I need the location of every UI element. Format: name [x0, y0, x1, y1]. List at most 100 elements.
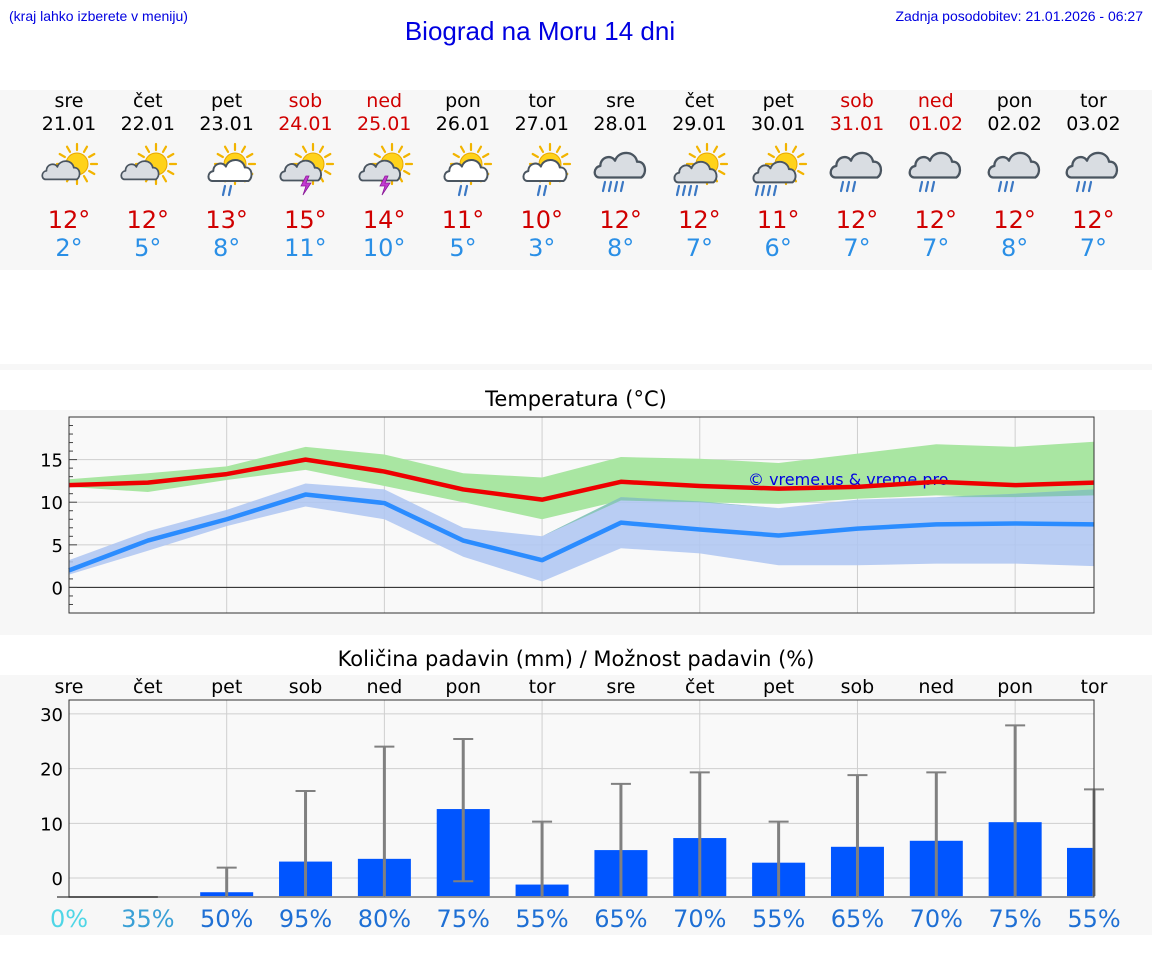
day-label: ned [918, 676, 954, 698]
day-label: tor [1081, 676, 1108, 698]
sun-cloud-thunder-icon [279, 142, 335, 196]
precip-probability: 80% [358, 905, 411, 933]
day-label: pet [763, 676, 794, 698]
day-date: 26.01 [435, 113, 491, 135]
day-min-temp: 5° [449, 234, 477, 262]
day-min-temp: 6° [764, 234, 792, 262]
day-column: tor 27.01 10° 3° [503, 90, 581, 262]
y-tick-label: 10 [40, 493, 63, 514]
day-min-temp: 2° [55, 234, 83, 262]
temperature-chart-title: Temperatura (°C) [485, 387, 667, 411]
forecast-strip [0, 90, 1152, 270]
day-min-temp: 5° [134, 234, 162, 262]
day-label: sre [606, 676, 635, 698]
day-column: sre 21.01 12° 2° [30, 90, 108, 262]
precip-bar [1067, 847, 1094, 897]
day-label: čet [133, 676, 163, 698]
day-date: 21.01 [41, 113, 97, 135]
day-date: 29.01 [672, 113, 727, 135]
day-name: sre [54, 90, 84, 112]
separator [0, 364, 1152, 370]
day-label: tor [529, 676, 556, 698]
day-min-temp: 10° [362, 234, 406, 262]
sun-cloud-rain-icon [443, 142, 493, 197]
day-max-temp: 15° [284, 206, 327, 234]
precip-probability: 50% [200, 905, 253, 933]
y-tick-label: 15 [40, 451, 63, 472]
day-date: 31.01 [829, 113, 885, 135]
day-name: sre [606, 90, 636, 112]
precip-probability: 70% [910, 905, 963, 933]
sun-cloud-icon [120, 142, 177, 186]
plot-frame [68, 416, 1095, 614]
day-label: sre [55, 676, 84, 698]
precip-probability: 55% [515, 905, 568, 933]
sun-cloud-rain-icon [207, 142, 256, 197]
y-tick-label: 0 [52, 578, 63, 599]
day-max-temp: 12° [914, 206, 958, 234]
day-label: ned [366, 676, 402, 698]
day-date: 30.01 [750, 113, 806, 135]
cloud-rain-icon [1065, 151, 1119, 193]
max-temp-line [68, 457, 1095, 502]
day-name: pon [996, 90, 1033, 112]
precip-probability: 35% [121, 905, 174, 933]
day-name: čet [133, 90, 163, 112]
day-min-temp: 7° [922, 234, 950, 262]
day-name: tor [1079, 90, 1107, 112]
precip-probability: 0% [50, 905, 88, 933]
day-date: 27.01 [514, 113, 569, 135]
precipitation-chart: sre čet pet sob ned pon tor sre čet pet sob ned pon t… [40, 676, 1121, 933]
day-min-temp: 8° [606, 234, 635, 262]
day-column: ned 25.01 14° 10° [345, 90, 423, 262]
day-name: ned [917, 90, 954, 112]
precip-probability: 65% [831, 905, 884, 933]
day-label: sob [841, 676, 875, 698]
day-max-temp: 12° [599, 206, 642, 234]
precip-probability: 75% [988, 905, 1041, 933]
y-tick-label: 10 [40, 814, 63, 835]
day-date: 28.01 [593, 113, 648, 135]
day-date: 03.02 [1066, 113, 1121, 135]
precip-probability: 75% [437, 905, 490, 933]
day-column: sob 31.01 12° 7° [818, 90, 896, 262]
y-tick-label: 0 [52, 869, 63, 890]
cloud-rain-icon [829, 151, 883, 193]
day-min-temp: 11° [284, 234, 327, 262]
day-max-temp: 12° [126, 206, 170, 234]
day-date: 22.01 [120, 113, 175, 135]
day-max-temp: 11° [441, 206, 485, 234]
day-column: pon 02.02 12° 8° [976, 90, 1054, 262]
day-min-temp: 7° [685, 234, 714, 262]
plot-frame [68, 699, 1095, 898]
day-name: ned [366, 90, 403, 112]
day-min-temp: 8° [1000, 234, 1029, 262]
day-column: čet 22.01 12° 5° [109, 90, 187, 262]
y-tick-label: 5 [52, 536, 63, 557]
day-max-temp: 12° [1072, 206, 1115, 234]
day-column: sob 24.01 15° 11° [266, 90, 344, 262]
day-name: sob [840, 90, 874, 112]
day-min-temp: 8° [212, 234, 241, 262]
day-max-temp: 11° [756, 206, 800, 234]
day-label: čet [685, 676, 715, 698]
day-column: pet 23.01 13° 8° [188, 90, 266, 262]
day-max-temp: 12° [47, 206, 91, 234]
precip-probability: 55% [1067, 905, 1120, 933]
min-temp-line [68, 492, 1095, 573]
day-max-temp: 12° [678, 206, 721, 234]
min-temp-band [69, 483, 1094, 582]
cloud-heavy-rain-icon [593, 151, 646, 193]
day-column: čet 29.01 12° 7° [660, 90, 738, 262]
day-label: pon [997, 676, 1033, 698]
day-min-temp: 3° [528, 234, 556, 262]
day-min-temp: 7° [843, 234, 871, 262]
precip-probability: 55% [752, 905, 805, 933]
day-max-temp: 10° [520, 206, 564, 234]
day-date: 23.01 [199, 113, 254, 135]
page-title: Biograd na Moru 14 dni [404, 16, 676, 46]
day-column: pon 26.01 11° 5° [424, 90, 502, 262]
day-name: pet [210, 90, 243, 112]
precip-probability: 65% [594, 905, 647, 933]
cloud-rain-icon [908, 151, 961, 193]
